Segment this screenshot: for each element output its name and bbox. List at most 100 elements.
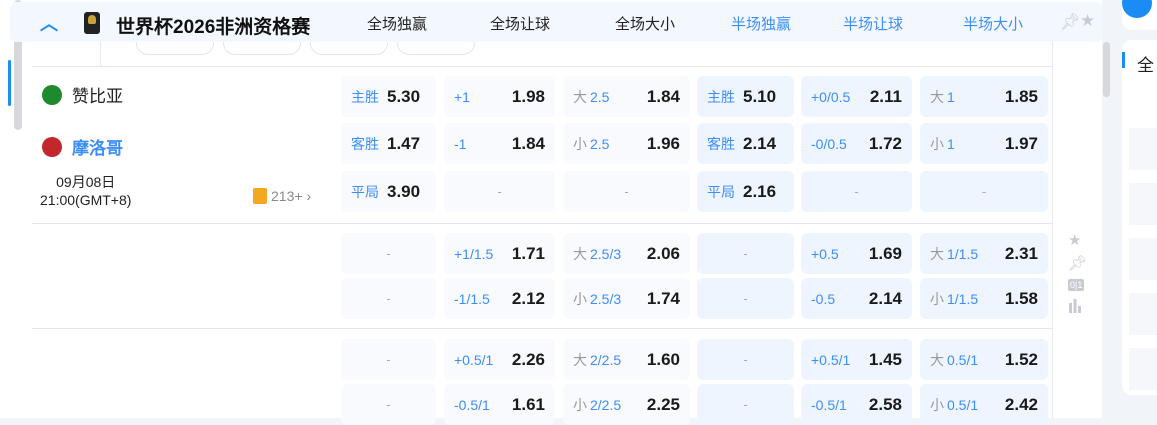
odds-label: -0.5 — [811, 291, 835, 307]
odds-cell-ft-1x2: - — [341, 339, 436, 380]
right-panel-tab[interactable]: 全 — [1137, 56, 1154, 75]
odds-cell-ht-total[interactable]: 大 1 1.85 — [920, 76, 1048, 117]
zambia-flag-icon — [42, 84, 62, 105]
odds-value: 2.42 — [1004, 394, 1038, 414]
empty-odds: - — [743, 291, 748, 306]
odds-cell-ft-1x2[interactable]: 主胜 5.30 — [341, 76, 436, 117]
odds-cell-ht-total[interactable]: 小 1 1.97 — [920, 123, 1048, 164]
empty-odds: - — [386, 291, 391, 306]
pin-icon[interactable]: 📌︎ — [1068, 255, 1088, 272]
score-icon[interactable]: 0|1 — [1068, 279, 1085, 291]
odds-cell-ft-total[interactable]: 小 2.5 1.96 — [563, 123, 690, 164]
over-under-prefix: 小 — [573, 290, 587, 307]
away-team[interactable]: 摩洛哥 — [42, 134, 123, 159]
odds-cell-ft-handicap[interactable]: +0.5/1 2.26 — [444, 339, 555, 380]
odds-cell-ft-1x2: - — [341, 384, 436, 425]
odds-line: 主胜 — [707, 88, 735, 105]
more-markets-link[interactable]: 213+ › — [253, 188, 311, 204]
divider — [32, 223, 1052, 224]
odds-cell-ht-handicap[interactable]: +0/0.5 2.11 — [801, 76, 912, 117]
odds-cell-ft-handicap[interactable]: -0.5/1 1.61 — [444, 384, 555, 425]
over-under-prefix: 小 — [573, 396, 587, 413]
filter-pill[interactable] — [310, 30, 388, 55]
placeholder — [1129, 293, 1157, 335]
odds-cell-ht-total[interactable]: 小 1/1.5 1.58 — [920, 278, 1048, 319]
tab-ft-1x2[interactable]: 全场独赢 — [366, 16, 427, 33]
over-under-prefix: 小 — [930, 396, 944, 413]
over-under-prefix: 大 — [573, 351, 587, 368]
odds-value: 3.90 — [387, 181, 421, 201]
odds-cell-ht-1x2: - — [697, 278, 794, 319]
home-team-name: 赞比亚 — [72, 87, 123, 106]
odds-cell-ft-total[interactable]: 大 2.5 1.84 — [563, 76, 690, 117]
odds-label: -0.5/1 — [454, 397, 490, 413]
odds-value: 1.74 — [646, 288, 680, 308]
odds-cell-ht-1x2[interactable]: 客胜 2.14 — [697, 123, 794, 164]
odds-cell-ft-handicap[interactable]: +1 1.98 — [444, 76, 555, 117]
odds-cell-ft-total[interactable]: 小 2/2.5 2.25 — [563, 384, 690, 425]
odds-cell-ht-1x2[interactable]: 主胜 5.10 — [697, 76, 794, 117]
odds-line: 1 — [947, 135, 955, 152]
odds-value: 1.61 — [511, 394, 545, 414]
filter-pill[interactable] — [136, 30, 214, 55]
odds-label: +1/1.5 — [454, 246, 493, 262]
tab-ht-handicap[interactable]: 半场让球 — [842, 16, 903, 33]
filter-pill[interactable] — [397, 30, 475, 55]
over-under-prefix: 小 — [573, 135, 587, 152]
odds-cell-ft-handicap[interactable]: -1/1.5 2.12 — [444, 278, 555, 319]
morocco-flag-icon — [42, 136, 62, 157]
star-icon[interactable]: ★ — [1080, 11, 1096, 30]
odds-cell-ft-1x2: - — [341, 278, 436, 319]
avatar[interactable] — [1122, 0, 1152, 18]
odds-line: 2.5 — [590, 88, 610, 105]
pin-icon[interactable]: 📌︎ — [1060, 14, 1081, 31]
odds-cell-ft-handicap[interactable]: -1 1.84 — [444, 123, 555, 164]
odds-label: -1 — [454, 136, 466, 152]
tab-ht-total[interactable]: 半场大小 — [962, 16, 1023, 33]
more-markets-count: 213+ — [271, 188, 303, 204]
odds-label: 小 1/1.5 — [930, 289, 978, 309]
odds-value: 1.71 — [511, 243, 545, 263]
over-under-prefix: 小 — [930, 135, 944, 152]
odds-cell-ft-total[interactable]: 大 2/2.5 1.60 — [563, 339, 690, 380]
empty-odds: - — [497, 184, 502, 199]
active-indicator — [1122, 52, 1125, 68]
odds-cell-ht-handicap[interactable]: -0.5 2.14 — [801, 278, 912, 319]
odds-cell-ht-1x2: - — [697, 339, 794, 380]
odds-line: +0/0.5 — [811, 88, 851, 105]
odds-cell-ft-1x2[interactable]: 客胜 1.47 — [341, 123, 436, 164]
scrollbar[interactable] — [1103, 42, 1110, 97]
empty-odds: - — [981, 184, 987, 199]
odds-value: 1.45 — [868, 349, 902, 369]
odds-cell-ht-handicap[interactable]: +0.5 1.69 — [801, 233, 912, 274]
star-icon[interactable]: ★ — [1068, 232, 1082, 249]
odds-cell-ht-handicap[interactable]: +0.5/1 1.45 — [801, 339, 912, 380]
scrollbar[interactable] — [14, 0, 22, 130]
tab-ft-total[interactable]: 全场大小 — [614, 16, 675, 33]
odds-value: 1.69 — [868, 243, 902, 263]
odds-cell-ht-1x2[interactable]: 平局 2.16 — [697, 171, 794, 212]
odds-label: 大 2.5 — [573, 87, 609, 107]
odds-cell-ft-1x2[interactable]: 平局 3.90 — [341, 171, 436, 212]
odds-label: 主胜 — [351, 87, 379, 107]
odds-value: 2.06 — [646, 243, 680, 263]
filter-pill[interactable] — [223, 30, 301, 55]
odds-cell-ht-handicap[interactable]: -0/0.5 1.72 — [801, 123, 912, 164]
home-team[interactable]: 赞比亚 — [42, 82, 123, 107]
tab-ht-1x2[interactable]: 半场独赢 — [730, 16, 791, 33]
odds-value: 1.84 — [646, 86, 680, 106]
odds-line: 2/2.5 — [590, 351, 622, 368]
odds-label: +0.5 — [811, 246, 839, 262]
odds-cell-ht-total[interactable]: 小 0.5/1 2.42 — [920, 384, 1048, 425]
odds-cell-ht-total[interactable]: 大 1/1.5 2.31 — [920, 233, 1048, 274]
odds-cell-ht-handicap[interactable]: -0.5/1 2.58 — [801, 384, 912, 425]
tab-ft-handicap[interactable]: 全场让球 — [489, 16, 550, 33]
odds-cell-ft-total[interactable]: 小 2.5/3 1.74 — [563, 278, 690, 319]
stats-icon[interactable] — [1068, 298, 1082, 314]
odds-cell-ft-handicap[interactable]: +1/1.5 1.71 — [444, 233, 555, 274]
odds-line: 平局 — [707, 183, 735, 200]
empty-odds: - — [386, 352, 391, 367]
odds-cell-ft-total[interactable]: 大 2.5/3 2.06 — [563, 233, 690, 274]
odds-cell-ht-total[interactable]: 大 0.5/1 1.52 — [920, 339, 1048, 380]
chevron-up-icon[interactable]: ︿ — [40, 14, 58, 34]
